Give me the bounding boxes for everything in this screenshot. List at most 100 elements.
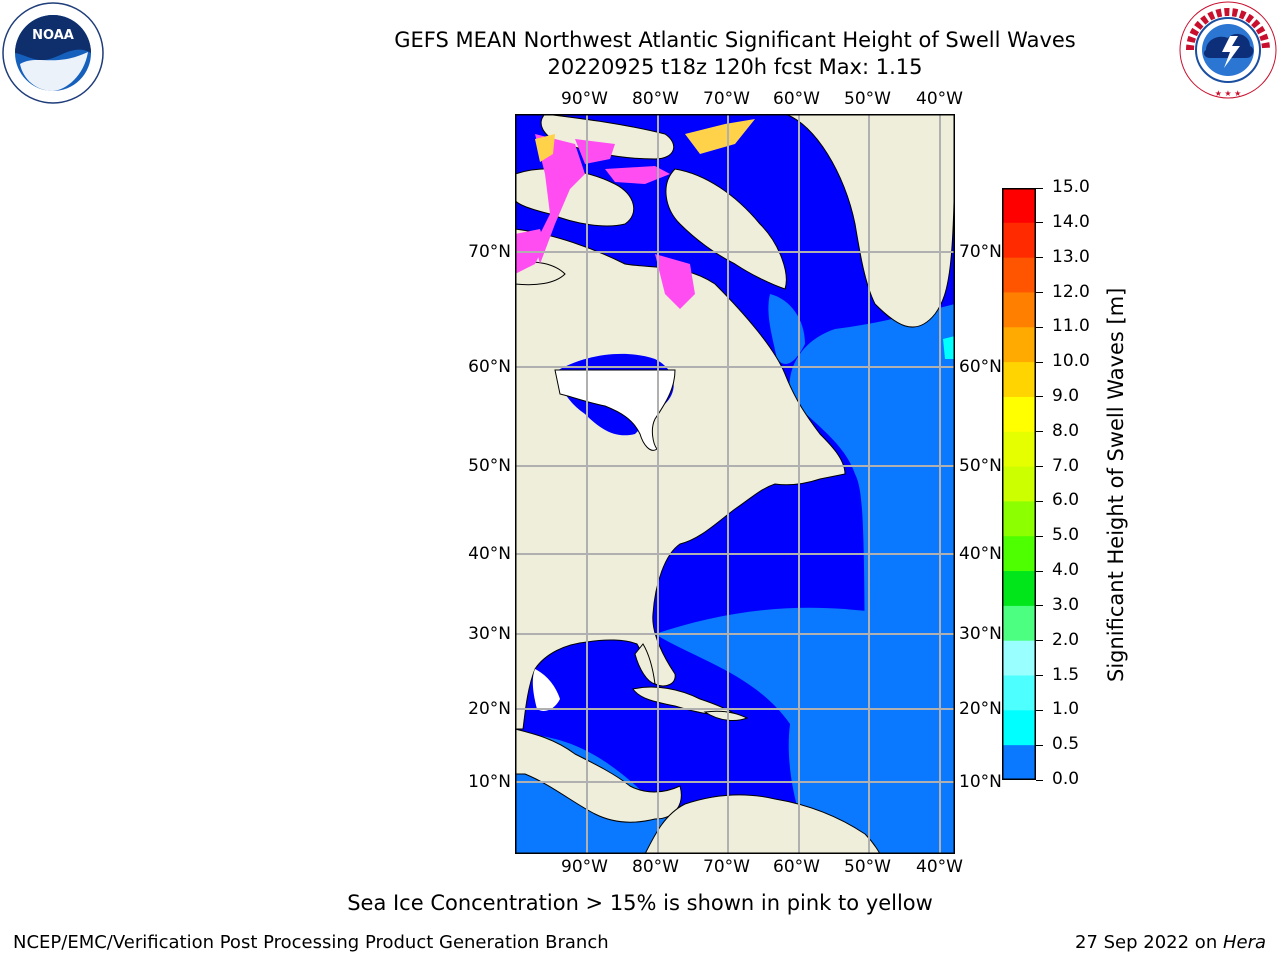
colorbar-tick-mark xyxy=(1036,535,1043,537)
lon-label-bottom: 40°W xyxy=(916,857,963,877)
footer-date-text: 27 Sep 2022 on xyxy=(1075,932,1223,953)
colorbar-bin xyxy=(1002,605,1036,642)
lon-label-bottom: 50°W xyxy=(844,857,891,877)
colorbar-frame xyxy=(1002,188,1036,780)
colorbar-tick-label: 0.5 xyxy=(1052,734,1080,755)
colorbar-bin xyxy=(1002,292,1036,328)
chart-subtitle: 20220925 t18z 120h fcst Max: 1.15 xyxy=(547,55,923,79)
colorbar-tick-label: 6.0 xyxy=(1052,490,1080,511)
colorbar-tick-mark xyxy=(1036,779,1043,781)
colorbar-bin xyxy=(1002,327,1036,363)
colorbar-tick-mark xyxy=(1036,640,1043,642)
colorbar-tick-mark xyxy=(1036,292,1043,293)
colorbar-bin xyxy=(1002,675,1036,711)
colorbar-bin xyxy=(1002,640,1036,677)
lat-label-right: 30°N xyxy=(959,624,1002,644)
colorbar-tick-label: 7.0 xyxy=(1052,455,1080,476)
colorbar-bin xyxy=(1002,431,1036,468)
lat-label-right: 40°N xyxy=(959,544,1002,564)
lat-label-right: 50°N xyxy=(959,456,1002,476)
lon-label-bottom: 60°W xyxy=(773,857,820,877)
colorbar-tick-label: 0.0 xyxy=(1052,769,1080,789)
lon-label-top: 50°W xyxy=(844,89,891,109)
colorbar-tick-mark xyxy=(1036,326,1043,328)
colorbar-tick-mark xyxy=(1036,570,1043,572)
sea-ice-note: Sea Ice Concentration > 15% is shown in … xyxy=(347,891,933,915)
lat-label-right: 20°N xyxy=(959,699,1002,719)
colorbar-title: Significant Height of Swell Waves [m] xyxy=(1104,287,1128,682)
colorbar-tick-label: 5.0 xyxy=(1052,525,1080,546)
colorbar xyxy=(1002,188,1036,780)
colorbar-tick-label: 1.5 xyxy=(1052,664,1080,685)
noaa-logo-text: NOAA xyxy=(32,28,74,43)
colorbar-tick-label: 14.0 xyxy=(1052,211,1090,232)
lon-label-bottom: 90°W xyxy=(561,857,608,877)
lon-label-top: 80°W xyxy=(632,89,679,109)
colorbar-tick-mark xyxy=(1036,709,1043,711)
swell-1-0-patch xyxy=(943,336,955,359)
svg-text:★ ★ ★: ★ ★ ★ xyxy=(1215,89,1242,98)
colorbar-tick-label: 3.0 xyxy=(1052,594,1080,615)
colorbar-tick-mark xyxy=(1036,675,1043,676)
colorbar-bin xyxy=(1002,362,1036,398)
map-panel xyxy=(515,114,955,854)
colorbar-tick-mark xyxy=(1036,361,1043,363)
colorbar-tick-mark xyxy=(1036,500,1043,502)
colorbar-tick-label: 2.0 xyxy=(1052,629,1080,650)
colorbar-bin xyxy=(1002,710,1036,746)
lon-label-top: 60°W xyxy=(773,89,820,109)
colorbar-tick-label: 13.0 xyxy=(1052,246,1090,267)
colorbar-tick-mark xyxy=(1036,187,1043,189)
lat-label-left: 40°N xyxy=(468,544,511,564)
colorbar-tick-mark xyxy=(1036,222,1043,224)
lat-label-left: 70°N xyxy=(468,242,511,262)
lat-label-right: 10°N xyxy=(959,772,1002,792)
chart-title: GEFS MEAN Northwest Atlantic Significant… xyxy=(394,28,1076,52)
colorbar-tick-label: 4.0 xyxy=(1052,560,1080,581)
lat-label-left: 30°N xyxy=(468,624,511,644)
lon-label-top: 90°W xyxy=(561,89,608,109)
colorbar-bin xyxy=(1002,571,1036,607)
colorbar-tick-mark xyxy=(1036,605,1043,607)
colorbar-bin xyxy=(1002,396,1036,433)
sea-mid-region xyxy=(768,294,805,364)
map-frame xyxy=(515,114,955,854)
lat-label-right: 70°N xyxy=(959,242,1002,262)
colorbar-tick-mark xyxy=(1036,466,1043,468)
colorbar-tick-mark xyxy=(1036,431,1043,433)
colorbar-bin xyxy=(1002,466,1036,502)
lat-label-left: 10°N xyxy=(468,772,511,792)
lon-label-bottom: 80°W xyxy=(632,857,679,877)
colorbar-tick-label: 1.0 xyxy=(1052,699,1080,720)
sea-mid-region xyxy=(655,607,955,854)
lat-label-left: 60°N xyxy=(468,357,511,377)
lon-label-top: 40°W xyxy=(916,89,963,109)
colorbar-tick-label: 9.0 xyxy=(1052,385,1080,406)
map-gridlines xyxy=(515,114,955,854)
lat-label-right: 60°N xyxy=(959,357,1002,377)
nws-logo: ★ ★ ★ xyxy=(1178,0,1278,100)
colorbar-tick-label: 11.0 xyxy=(1052,316,1090,337)
colorbar-bin xyxy=(1002,501,1036,537)
colorbar-bin xyxy=(1002,257,1036,293)
colorbar-tick-mark xyxy=(1036,257,1043,259)
colorbar-tick-label: 10.0 xyxy=(1052,351,1090,372)
colorbar-bins xyxy=(1002,188,1036,780)
colorbar-bin xyxy=(1002,745,1036,780)
noaa-logo: NOAA xyxy=(2,2,104,104)
map-canvas xyxy=(515,114,955,854)
lat-label-left: 20°N xyxy=(468,699,511,719)
colorbar-bin xyxy=(1002,536,1036,572)
colorbar-bin xyxy=(1002,188,1036,224)
no-data-region xyxy=(554,369,676,451)
lat-label-left: 50°N xyxy=(468,456,511,476)
colorbar-bin xyxy=(1002,222,1036,259)
footer-date: 27 Sep 2022 on Hera xyxy=(1075,932,1266,953)
lon-label-bottom: 70°W xyxy=(703,857,750,877)
colorbar-tick-label: 12.0 xyxy=(1052,281,1090,302)
colorbar-tick-mark xyxy=(1036,744,1043,746)
colorbar-tick-label: 8.0 xyxy=(1052,420,1080,441)
footer-machine: Hera xyxy=(1222,932,1266,953)
colorbar-tick-label: 15.0 xyxy=(1052,177,1090,197)
colorbar-tick-mark xyxy=(1036,396,1043,398)
